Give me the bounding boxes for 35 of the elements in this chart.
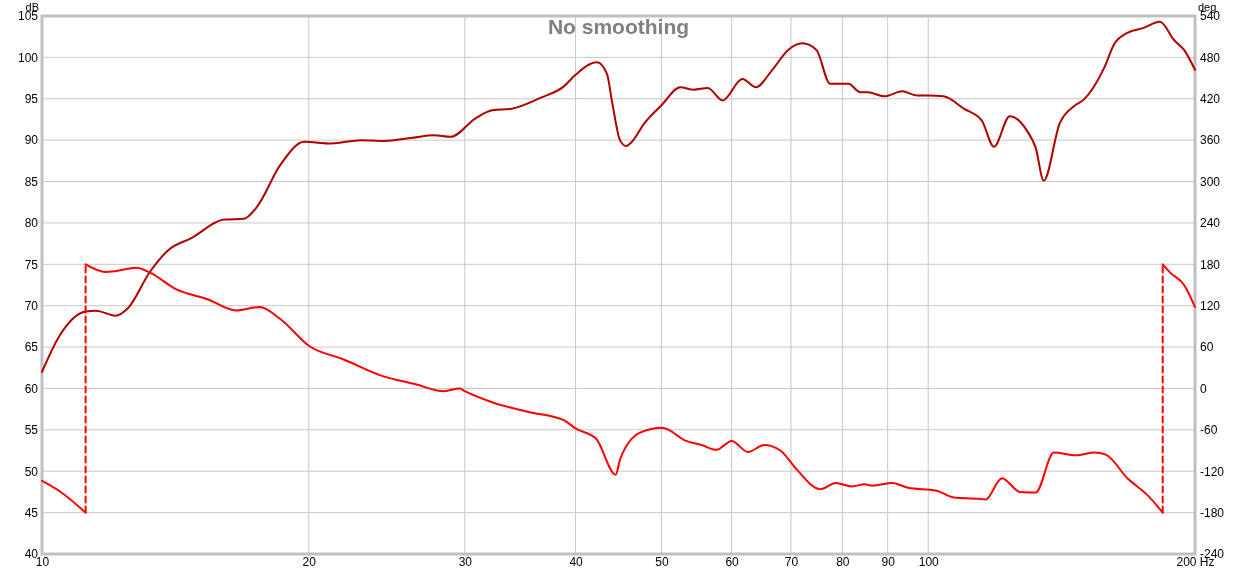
y2-tick-label: 420 <box>1200 92 1221 107</box>
x-tick-label: 20 <box>302 554 317 569</box>
x-tick-label: 60 <box>725 554 740 569</box>
y-tick-label: 95 <box>24 92 39 107</box>
y-tick-label: 50 <box>24 464 39 479</box>
y2-tick-label: -180 <box>1200 505 1225 520</box>
y-tick-label: 55 <box>24 423 39 438</box>
y2-tick-label: 0 <box>1200 381 1207 396</box>
y2-tick-label: 360 <box>1200 133 1221 148</box>
x-tick-label: 100 <box>918 554 940 569</box>
y-tick-label: 65 <box>24 340 39 355</box>
y-tick-label: 75 <box>24 257 39 272</box>
y2-tick-label: 120 <box>1200 299 1221 314</box>
y2-tick-label: 180 <box>1200 257 1221 272</box>
y2-tick-label: -60 <box>1200 423 1218 438</box>
y2-tick-label: -120 <box>1200 464 1225 479</box>
x-tick-label: 30 <box>458 554 473 569</box>
y-tick-label: 85 <box>24 174 39 189</box>
x-tick-label: 80 <box>836 554 850 569</box>
y-tick-label: 70 <box>24 299 39 314</box>
x-tick-label: 40 <box>569 554 584 569</box>
y2-axis-title: deg <box>1198 1 1217 13</box>
x-tick-label: 90 <box>881 554 896 569</box>
y-tick-label: 60 <box>24 381 39 396</box>
x-tick-label: 70 <box>784 554 799 569</box>
y2-tick-label: 60 <box>1200 340 1214 355</box>
y2-tick-label: 300 <box>1200 174 1221 189</box>
x-tick-label: 50 <box>655 554 669 569</box>
y2-tick-label: 240 <box>1200 216 1221 231</box>
y-tick-label: 90 <box>24 133 39 148</box>
chart-title: No smoothing <box>547 15 690 38</box>
y2-tick-label: 480 <box>1200 50 1221 65</box>
y-tick-label: 100 <box>17 50 39 65</box>
y-tick-label: 80 <box>24 216 39 231</box>
y-tick-label: 45 <box>24 505 39 520</box>
